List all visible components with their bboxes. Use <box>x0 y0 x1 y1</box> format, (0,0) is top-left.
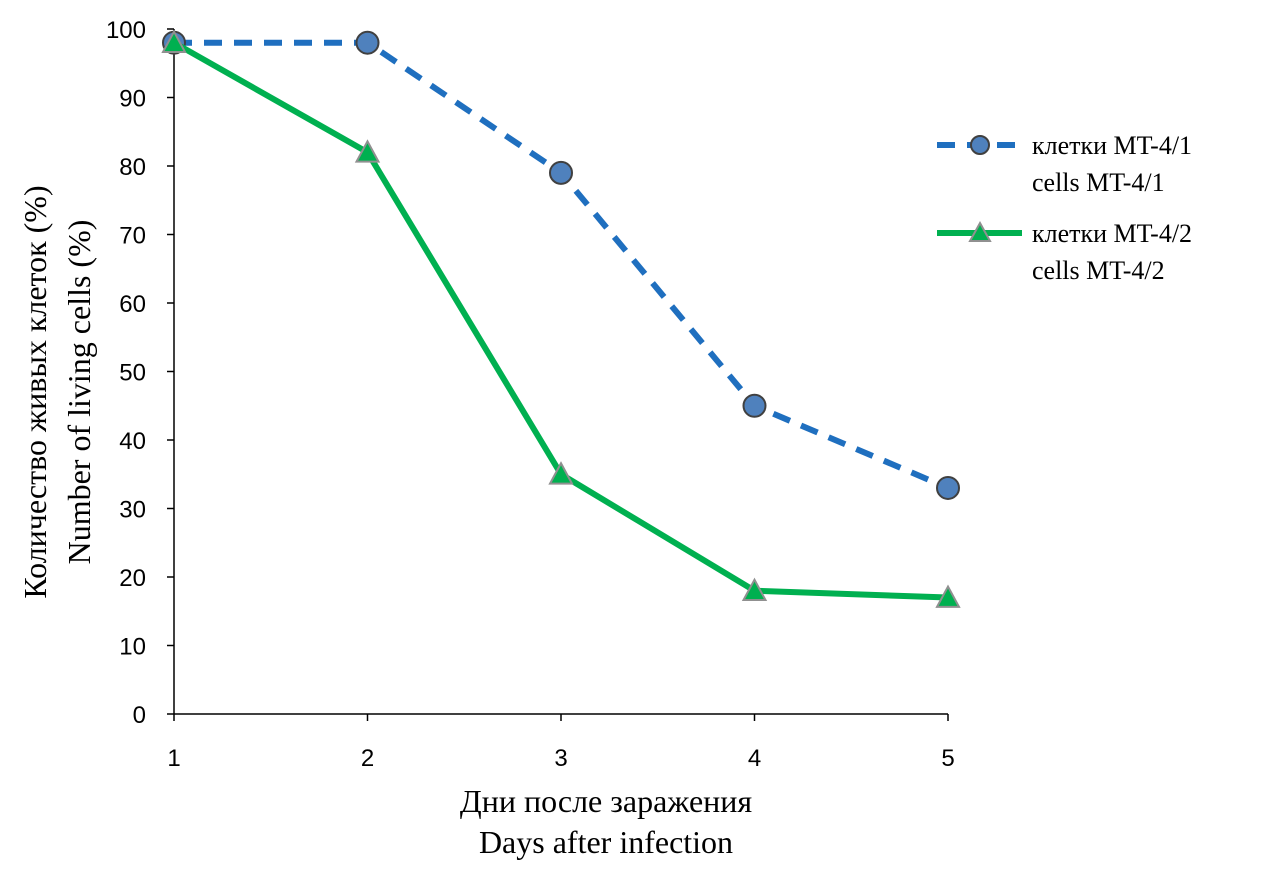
data-point <box>936 475 960 500</box>
x-tick-label: 1 <box>167 745 180 772</box>
y-axis-title-line1: Количество живых клеток (%) <box>17 185 53 598</box>
data-point <box>548 461 574 485</box>
y-tick-label: 100 <box>106 17 146 44</box>
y-axis-ticks: 0 10 20 30 40 50 60 70 80 90 100 <box>106 17 174 729</box>
x-axis-title-line2: Days after infection <box>479 824 733 860</box>
x-axis-ticks: 1 2 3 4 5 <box>167 714 955 772</box>
legend-label-series-2-line2: cells MT-4/2 <box>1032 256 1165 285</box>
legend-marker-series-2 <box>968 220 992 242</box>
legend-item-series-2: клетки MT-4/2 cells MT-4/2 <box>937 219 1192 285</box>
data-point <box>355 30 380 55</box>
data-point <box>549 160 573 185</box>
y-axis-title-line2: Number of living cells (%) <box>61 220 97 565</box>
legend-item-series-1: клетки MT-4/1 cells MT-4/1 <box>937 131 1192 197</box>
y-tick-label: 20 <box>119 565 146 592</box>
legend-label-series-1-line2: cells MT-4/1 <box>1032 168 1165 197</box>
x-tick-label: 4 <box>748 745 761 772</box>
series-layer <box>161 29 961 608</box>
axes <box>173 29 948 715</box>
y-tick-label: 30 <box>119 497 146 524</box>
series-2 <box>161 29 961 608</box>
data-point <box>161 29 187 54</box>
y-tick-label: 90 <box>119 86 146 113</box>
y-tick-label: 40 <box>119 428 146 455</box>
data-point <box>742 393 767 418</box>
x-tick-label: 3 <box>554 745 567 772</box>
y-tick-label: 0 <box>133 702 146 729</box>
data-point <box>741 577 768 602</box>
x-axis-title-line1: Дни после заражения <box>460 783 753 819</box>
y-tick-label: 60 <box>119 291 146 318</box>
legend: клетки MT-4/1 cells MT-4/1 клетки MT-4/2… <box>937 131 1192 285</box>
x-tick-label: 5 <box>941 745 954 772</box>
data-point <box>354 139 381 163</box>
x-tick-label: 2 <box>361 745 374 772</box>
y-tick-label: 10 <box>119 634 146 661</box>
series-line-2 <box>172 40 949 601</box>
y-tick-label: 70 <box>119 223 146 250</box>
y-tick-label: 50 <box>119 360 146 387</box>
legend-label-series-2-line1: клетки MT-4/2 <box>1032 219 1192 248</box>
y-tick-label: 80 <box>119 154 146 181</box>
data-point <box>935 584 961 608</box>
legend-label-series-1-line1: клетки MT-4/1 <box>1032 131 1192 160</box>
legend-marker-series-1 <box>970 135 990 155</box>
